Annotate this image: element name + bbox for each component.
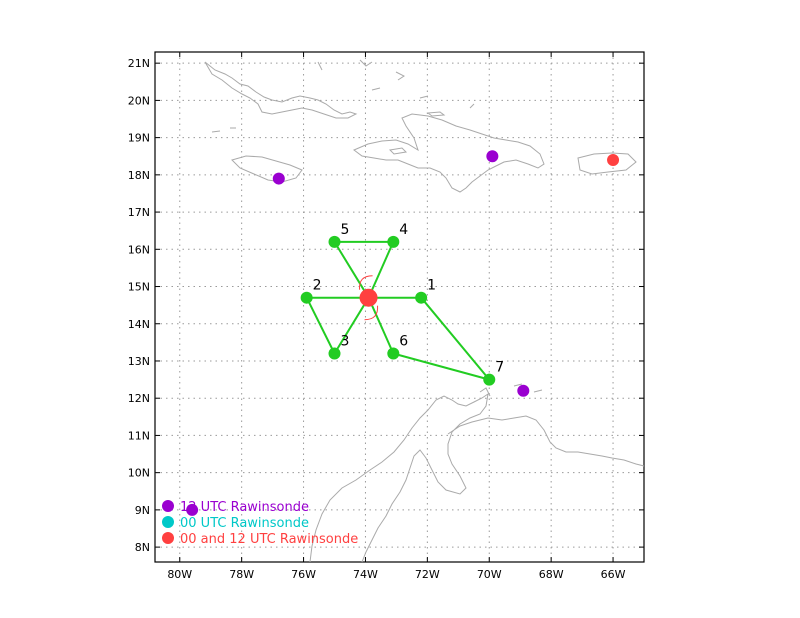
- legend-marker: [162, 532, 174, 544]
- x-tick-label: 74W: [353, 568, 378, 581]
- hurricane-symbol-arm: [364, 305, 379, 321]
- drop-point-marker: [415, 291, 428, 304]
- x-tick-label: 72W: [415, 568, 440, 581]
- drop-point-label: 1: [427, 278, 436, 294]
- rawinsonde-marker: [186, 503, 199, 516]
- x-tick-label: 78W: [229, 568, 254, 581]
- y-tick-label: 19N: [128, 132, 150, 145]
- storm-center: [359, 275, 379, 321]
- axis-tick-labels: 80W 78W 76W 74W 72W 70W 68W 66W 8N 9N 10N 11N 12N 13N…: [128, 52, 644, 581]
- y-tick-label: 16N: [128, 243, 150, 256]
- hurricane-symbol-arm: [359, 275, 373, 290]
- drop-point-label: 4: [399, 222, 408, 238]
- y-tick-label: 12N: [128, 392, 150, 405]
- legend-marker: [162, 516, 174, 528]
- drop-point-label: 3: [341, 334, 350, 350]
- y-tick-label: 14N: [128, 318, 150, 331]
- coastline-hispaniola: [353, 113, 545, 193]
- coastline-south-america: [309, 392, 645, 563]
- y-tick-label: 10N: [128, 467, 150, 480]
- y-tick-label: 9N: [135, 504, 150, 517]
- drop-point-marker: [300, 291, 313, 304]
- y-tick-label: 8N: [135, 541, 150, 554]
- coastline-tortuga: [426, 111, 446, 117]
- drop-point-marker: [328, 235, 341, 248]
- coastline-gonave: [388, 147, 408, 155]
- drop-points: 1 2 3 4 5 6 7: [300, 222, 504, 386]
- coastline-cuba: [204, 61, 358, 119]
- x-tick-label: 68W: [539, 568, 564, 581]
- gridlines: [155, 52, 644, 562]
- legend-label: 00 and 12 UTC Rawinsonde: [180, 532, 358, 547]
- drop-point-label: 6: [399, 334, 408, 350]
- y-tick-label: 17N: [128, 206, 150, 219]
- coastlines: [204, 59, 645, 563]
- rawinsonde-marker: [272, 172, 285, 185]
- drop-point-label: 7: [495, 360, 504, 376]
- legend-marker: [162, 500, 174, 512]
- coastline-jamaica: [231, 155, 303, 183]
- x-tick-label: 80W: [167, 568, 192, 581]
- legend-label: 12 UTC Rawinsonde: [180, 500, 309, 515]
- coastline-aruba-curacao: [479, 383, 543, 397]
- y-tick-label: 18N: [128, 169, 150, 182]
- y-tick-label: 21N: [128, 57, 150, 70]
- rawinsonde-stations: [186, 150, 620, 516]
- drop-point-label: 5: [341, 222, 350, 238]
- rawinsonde-marker: [486, 150, 499, 163]
- drop-point-marker: [483, 373, 496, 386]
- legend-label: 00 UTC Rawinsonde: [180, 516, 309, 531]
- y-tick-label: 13N: [128, 355, 150, 368]
- rawinsonde-marker: [607, 153, 620, 166]
- coastline-puerto-rico: [577, 152, 637, 175]
- x-tick-label: 70W: [477, 568, 502, 581]
- drop-point-marker: [387, 347, 400, 360]
- map-frame: [154, 51, 645, 563]
- coastline-caymans: [211, 127, 236, 133]
- y-tick-label: 15N: [128, 281, 150, 294]
- drop-point-marker: [387, 235, 400, 248]
- storm-center-marker: [359, 288, 378, 307]
- drop-point-label: 2: [313, 278, 322, 294]
- y-tick-label: 11N: [128, 429, 150, 442]
- coastline-bahamas: [317, 59, 475, 109]
- rawinsonde-marker: [517, 384, 530, 397]
- x-tick-label: 76W: [291, 568, 316, 581]
- drop-point-marker: [328, 347, 341, 360]
- y-tick-label: 20N: [128, 94, 150, 107]
- x-tick-label: 66W: [601, 568, 626, 581]
